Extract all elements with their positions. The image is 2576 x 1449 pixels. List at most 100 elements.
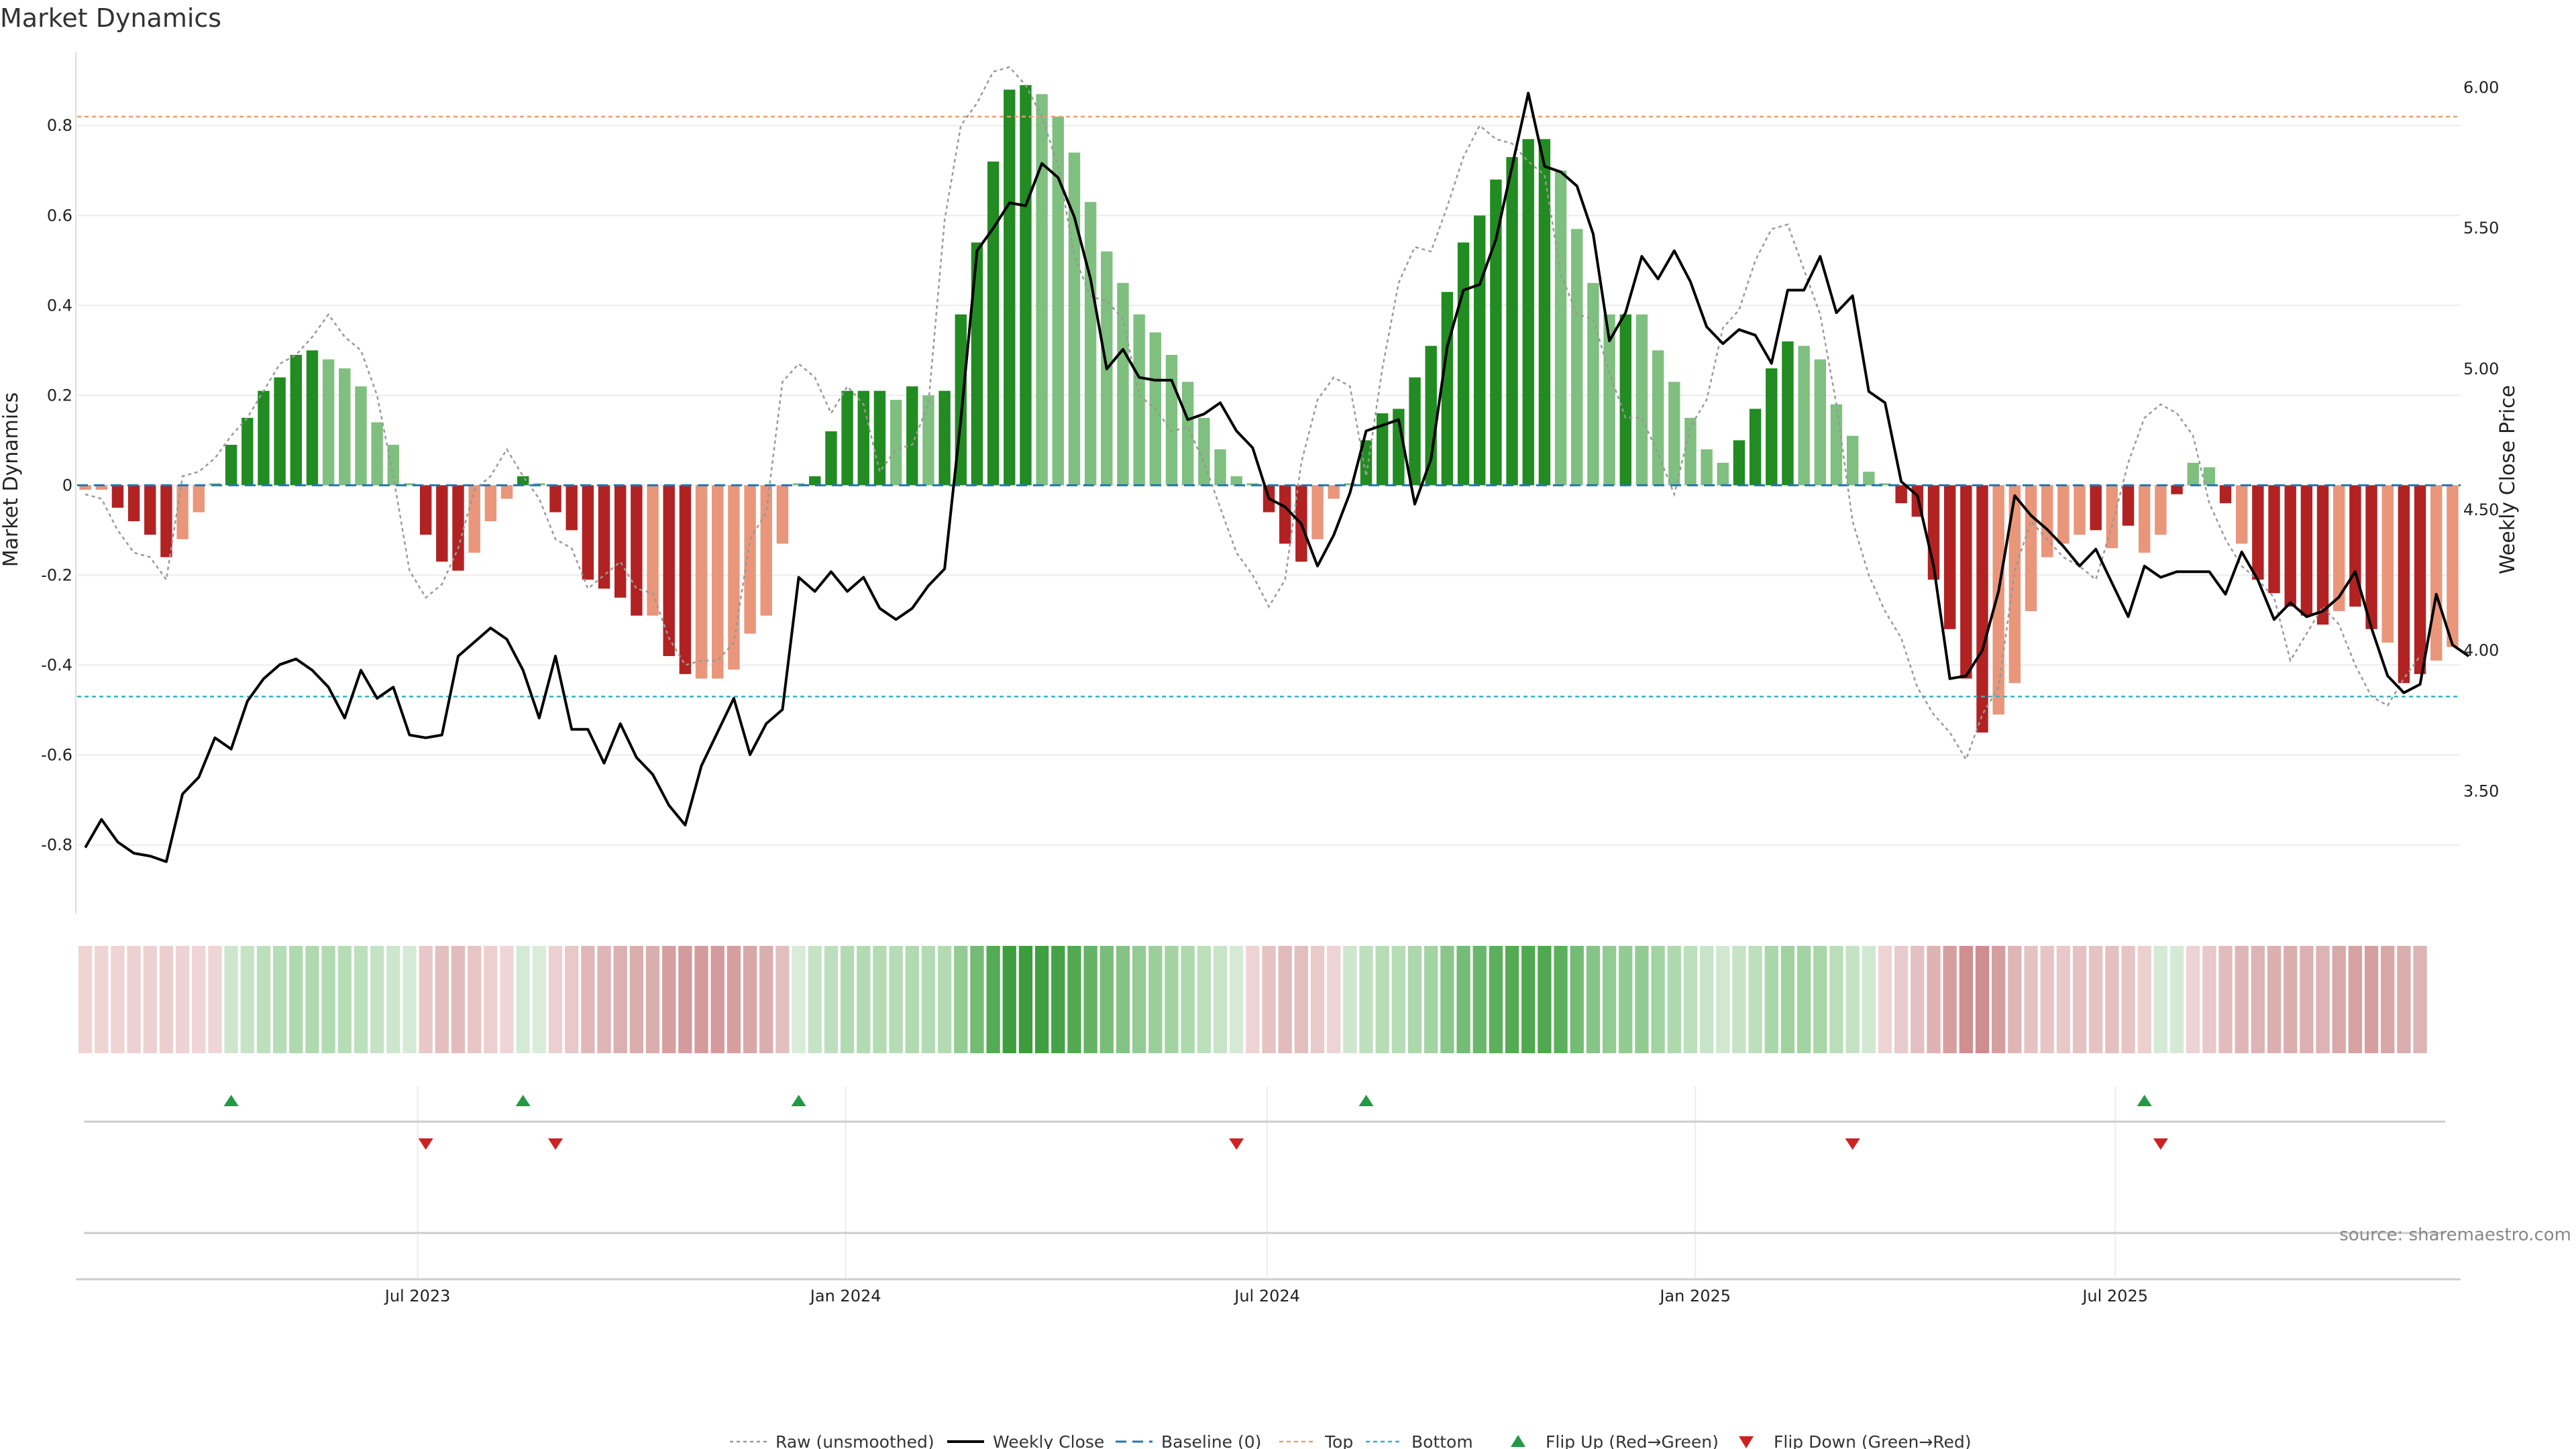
heat-cell bbox=[1343, 946, 1357, 1053]
y2-tick-label: 4.50 bbox=[2463, 500, 2499, 519]
heat-cell bbox=[1359, 946, 1373, 1053]
legend-swatch bbox=[1511, 1435, 1525, 1447]
heat-cell bbox=[1878, 946, 1892, 1053]
bar bbox=[695, 485, 708, 679]
bar bbox=[2381, 485, 2394, 643]
legend-label: Weekly Close bbox=[993, 1432, 1104, 1449]
heat-cell bbox=[889, 946, 903, 1053]
heat-cell bbox=[1165, 946, 1179, 1053]
bar bbox=[728, 485, 740, 670]
legend-label: Raw (unsmoothed) bbox=[775, 1432, 934, 1449]
heat-cell bbox=[1911, 946, 1925, 1053]
heat-cell bbox=[1197, 946, 1211, 1053]
bar bbox=[1004, 89, 1016, 486]
bar bbox=[857, 390, 869, 486]
legend-item-close: Weekly Close bbox=[947, 1432, 1104, 1449]
flip-up-marker bbox=[2137, 1095, 2152, 1106]
heat-cell bbox=[1294, 946, 1308, 1053]
heat-cell bbox=[305, 946, 319, 1053]
events-panel bbox=[76, 1087, 2461, 1281]
bar bbox=[79, 485, 91, 490]
heat-cell bbox=[240, 946, 254, 1053]
heat-cell bbox=[1927, 946, 1941, 1053]
bar bbox=[1571, 229, 1583, 486]
y-tick-label: 0.6 bbox=[47, 206, 72, 225]
bar bbox=[436, 485, 448, 562]
bar bbox=[1181, 382, 1194, 486]
bar bbox=[2090, 485, 2102, 531]
heat-cell bbox=[2381, 946, 2395, 1053]
heat-cell bbox=[645, 946, 660, 1053]
bar bbox=[2398, 485, 2410, 684]
bar bbox=[1717, 462, 1729, 486]
flip-down-marker bbox=[1229, 1138, 1244, 1150]
heat-cell bbox=[468, 946, 482, 1053]
heat-cell bbox=[2040, 946, 2054, 1053]
heat-cell bbox=[1391, 946, 1406, 1053]
heat-cell bbox=[2121, 946, 2135, 1053]
bar bbox=[1554, 170, 1567, 486]
bar bbox=[1165, 355, 1178, 486]
heat-cell bbox=[1602, 946, 1617, 1053]
heat-cell bbox=[1521, 946, 1536, 1053]
bar bbox=[468, 485, 480, 553]
heat-cell bbox=[1699, 946, 1714, 1053]
bar bbox=[1068, 152, 1081, 486]
heat-cell bbox=[1456, 946, 1470, 1053]
bar bbox=[2447, 485, 2459, 647]
bar bbox=[193, 485, 205, 513]
bar bbox=[241, 417, 254, 486]
heat-cell bbox=[662, 946, 676, 1053]
bar bbox=[2008, 485, 2021, 684]
heat-cell bbox=[1489, 946, 1503, 1053]
bar bbox=[1652, 350, 1664, 486]
heat-strip bbox=[78, 946, 2427, 1053]
bar bbox=[841, 390, 853, 486]
heat-cell bbox=[581, 946, 595, 1053]
heat-cell bbox=[2024, 946, 2038, 1053]
bar bbox=[1376, 413, 1389, 486]
heat-cell bbox=[775, 946, 790, 1053]
legend-item-top: Top bbox=[1279, 1432, 1353, 1449]
heat-cell bbox=[1002, 946, 1016, 1053]
bar bbox=[1863, 472, 1875, 486]
heat-cell bbox=[1683, 946, 1698, 1053]
heat-cell bbox=[970, 946, 984, 1053]
heat-cell bbox=[224, 946, 238, 1053]
heat-cell bbox=[289, 946, 303, 1053]
x-tick-label: Jan 2024 bbox=[809, 1287, 881, 1305]
bar bbox=[290, 355, 302, 486]
bar bbox=[2333, 485, 2345, 611]
heat-cell bbox=[175, 946, 190, 1053]
bar bbox=[906, 386, 918, 486]
x-tick-label: Jul 2024 bbox=[1233, 1287, 1300, 1305]
bar bbox=[1230, 476, 1242, 486]
heat-cell bbox=[1440, 946, 1454, 1053]
heat-cell bbox=[986, 946, 1000, 1053]
bar bbox=[160, 485, 172, 557]
flip-up-marker bbox=[791, 1095, 806, 1106]
bar bbox=[1895, 485, 1907, 504]
y-tick-label: -0.2 bbox=[41, 566, 72, 584]
y-tick-label: -0.4 bbox=[41, 655, 72, 674]
heat-cell bbox=[1862, 946, 1876, 1053]
bar bbox=[1538, 139, 1551, 486]
bar bbox=[760, 485, 772, 616]
heat-cell bbox=[532, 946, 546, 1053]
heat-cell bbox=[727, 946, 741, 1053]
heat-cell bbox=[1505, 946, 1519, 1053]
bar bbox=[2219, 485, 2232, 504]
bar bbox=[1830, 404, 1843, 486]
bar bbox=[1766, 368, 1778, 486]
bar bbox=[1198, 417, 1210, 486]
heat-cell bbox=[2364, 946, 2379, 1053]
heat-cell bbox=[2218, 946, 2233, 1053]
heat-cell bbox=[1845, 946, 1860, 1053]
flip-up-marker bbox=[1358, 1095, 1374, 1106]
bar bbox=[1522, 139, 1534, 486]
heat-cell bbox=[2008, 946, 2022, 1053]
heat-cell bbox=[1732, 946, 1746, 1053]
bar bbox=[339, 368, 351, 486]
heat-cell bbox=[1619, 946, 1633, 1053]
bar bbox=[1490, 179, 1502, 486]
